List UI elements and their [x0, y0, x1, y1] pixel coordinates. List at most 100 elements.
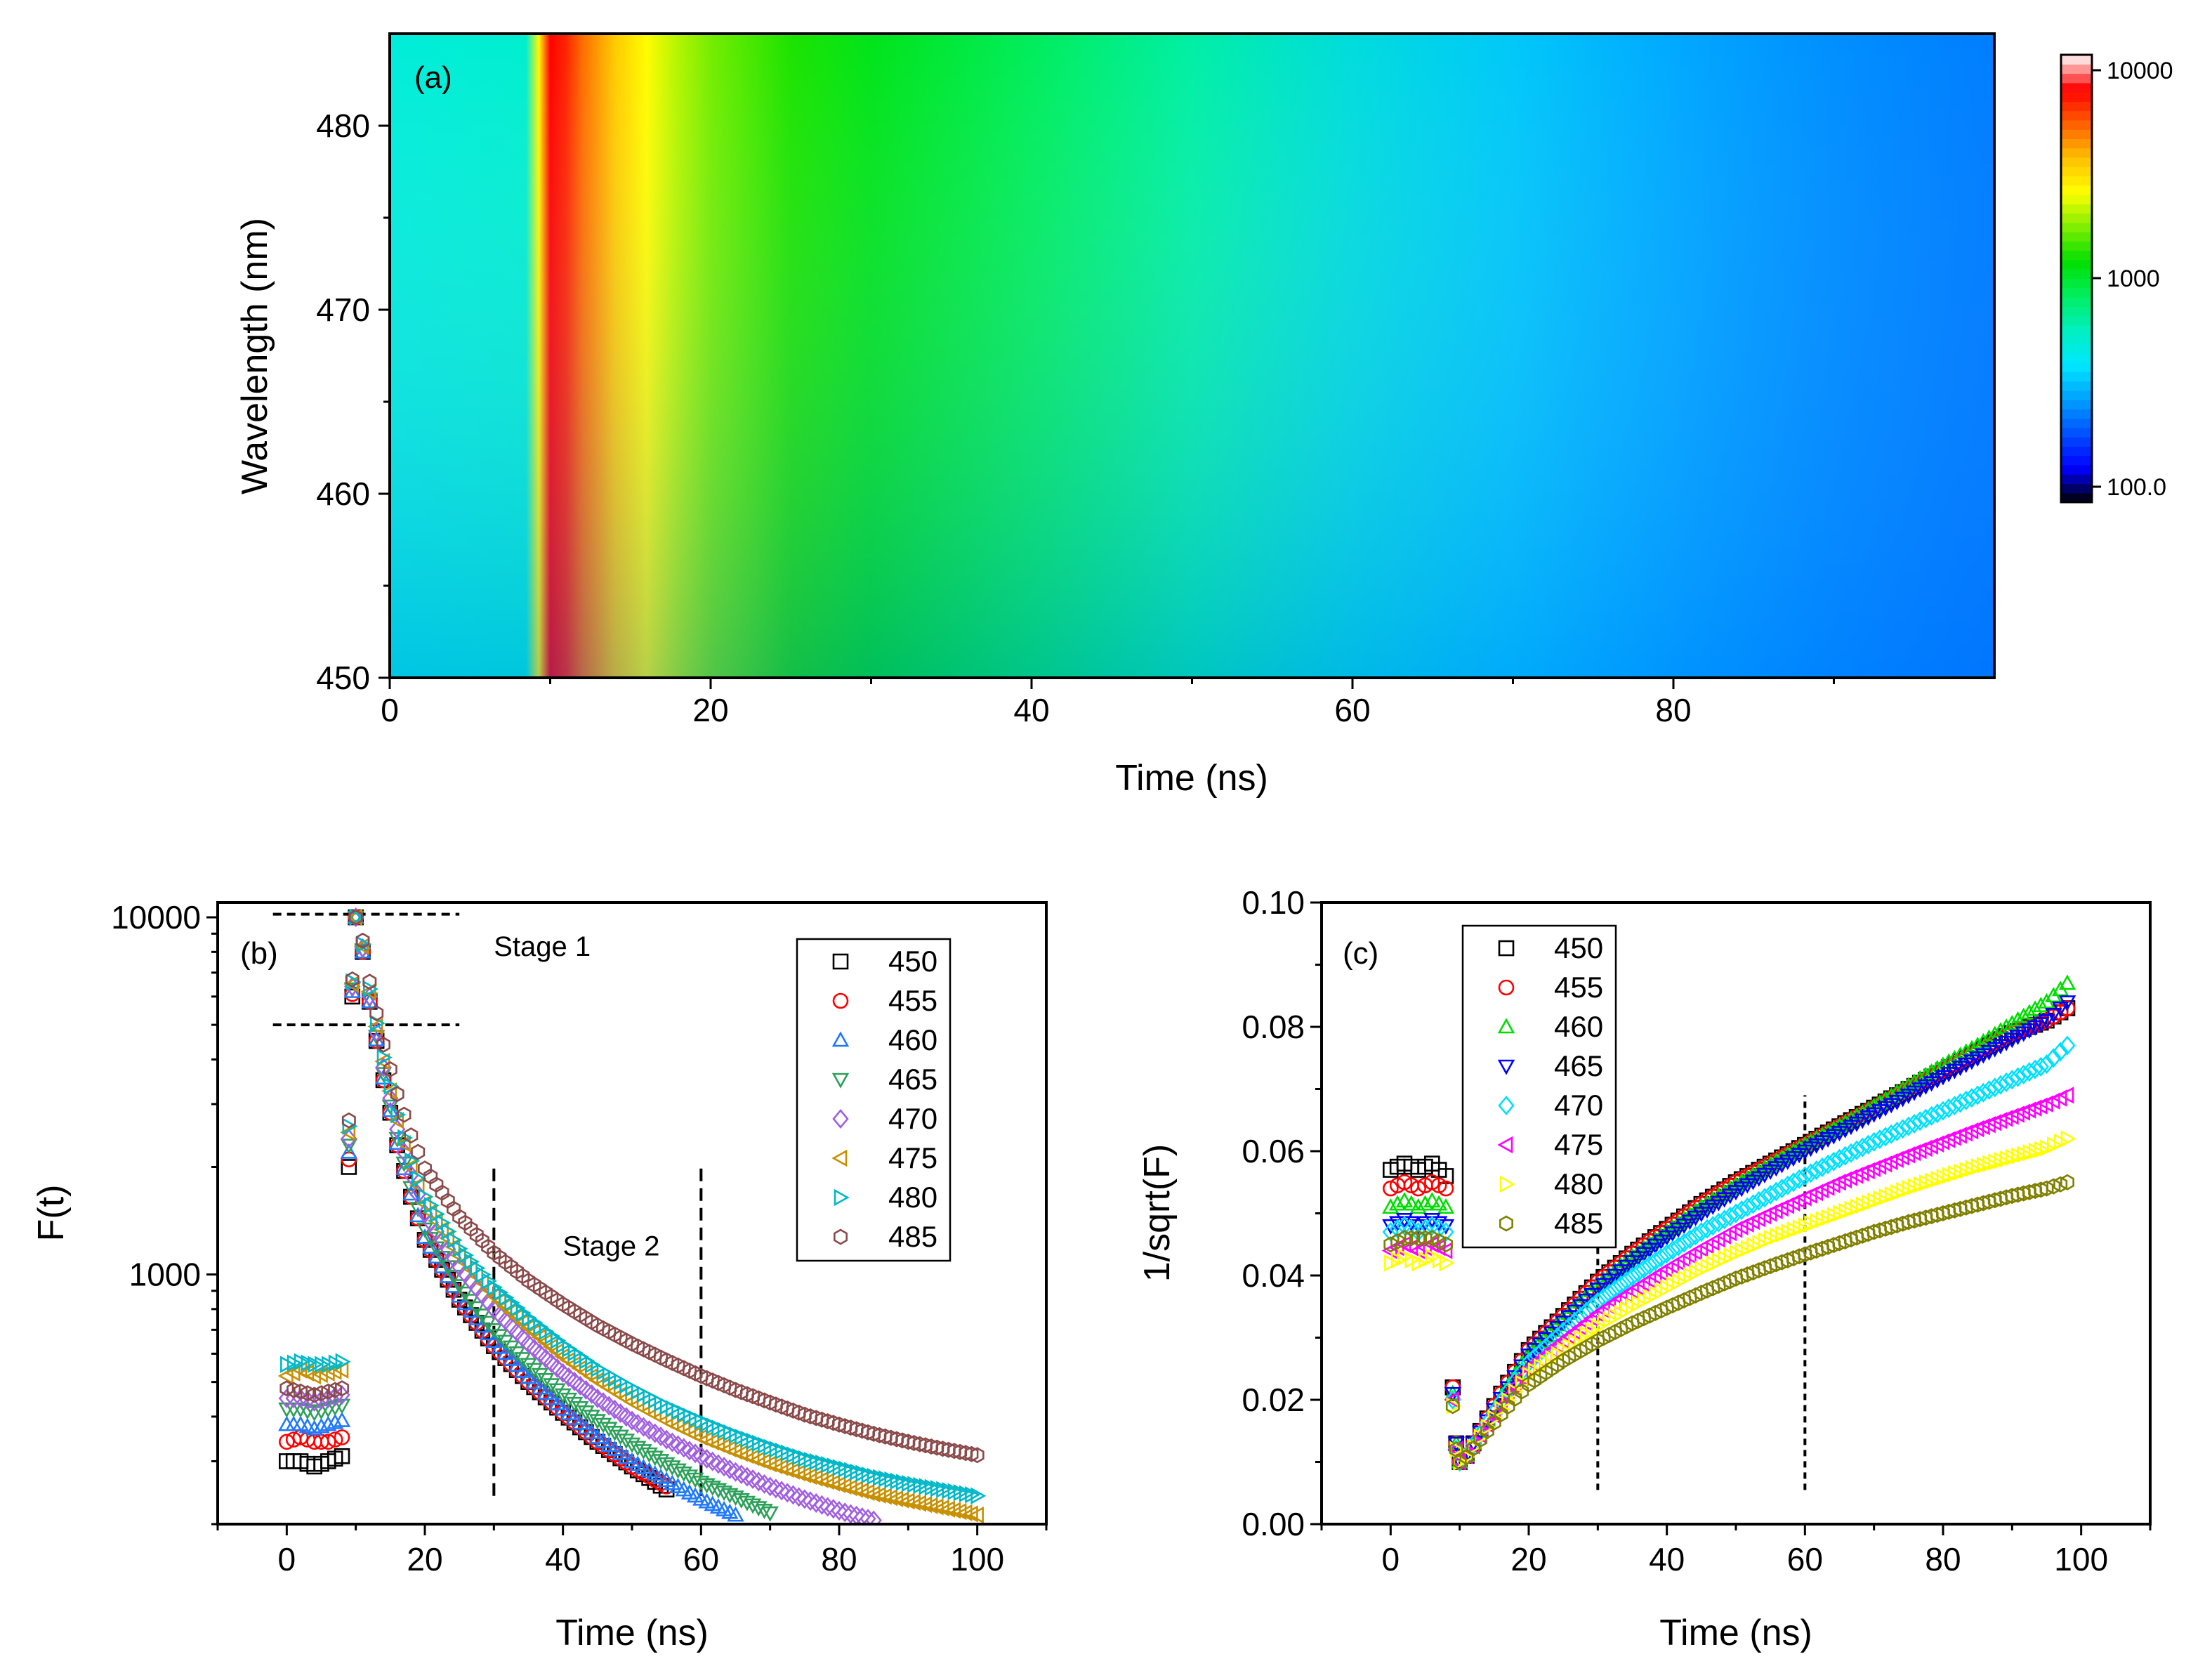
decay-panel-label: (b) — [240, 936, 278, 971]
data-point-475 — [916, 1495, 933, 1514]
data-point-465 — [732, 1493, 750, 1509]
data-point-465 — [704, 1481, 721, 1497]
data-point-460 — [531, 1379, 549, 1395]
data-point-485 — [809, 1410, 824, 1426]
data-point-470 — [854, 1507, 871, 1524]
data-point-475 — [402, 1158, 418, 1176]
colorbar-band — [2061, 157, 2092, 167]
data-point-485 — [2039, 1180, 2054, 1197]
data-point-475 — [1437, 1242, 1453, 1259]
data-point-475 — [824, 1474, 841, 1492]
sqrt-x-axis-title: Time (ns) — [1659, 1613, 1812, 1653]
data-point-470 — [1751, 1191, 1767, 1211]
data-point-470 — [1958, 1090, 1975, 1110]
data-point-470 — [2009, 1067, 2027, 1087]
colorbar-band — [2061, 176, 2092, 186]
data-point-475 — [778, 1460, 794, 1478]
data-point-470 — [2032, 1056, 2049, 1077]
data-point-470 — [1641, 1255, 1658, 1275]
data-point-465 — [531, 1367, 549, 1384]
data-point-460 — [340, 1143, 358, 1159]
legend-label-465: 465 — [1554, 1049, 1603, 1082]
colorbar-tick-label-bottom: 100.0 — [2107, 474, 2166, 501]
data-point-460 — [374, 1069, 393, 1085]
y-tick-label: 0.10 — [1242, 884, 1305, 921]
y-tick-label: 10000 — [111, 899, 201, 936]
data-point-450 — [341, 1159, 357, 1175]
colorbar-band — [2061, 64, 2092, 74]
data-point-465 — [744, 1498, 762, 1514]
colorbar-band — [2061, 250, 2092, 261]
data-point-485 — [930, 1439, 944, 1456]
data-point-465 — [1537, 1332, 1555, 1348]
data-point-465 — [548, 1383, 566, 1399]
colorbar-tick-label-top: 10000 — [2107, 58, 2173, 84]
data-point-475 — [2026, 1099, 2042, 1117]
data-point-470 — [669, 1435, 687, 1455]
data-point-465 — [543, 1378, 560, 1394]
legend-marker-455 — [832, 992, 849, 1009]
data-point-485 — [775, 1398, 789, 1415]
data-point-475 — [1968, 1120, 1984, 1138]
colorbar-tick-label-mid: 1000 — [2107, 265, 2160, 292]
data-point-470 — [1767, 1181, 1785, 1202]
colorbar-band — [2061, 390, 2092, 400]
colorbar-band — [2061, 232, 2092, 242]
y-tick-label: 0.02 — [1242, 1382, 1305, 1418]
data-point-470 — [285, 1388, 302, 1408]
colorbar-band — [2061, 418, 2092, 428]
sqrt-panel-label: (c) — [1343, 936, 1378, 971]
data-point-475 — [395, 1135, 411, 1153]
panel-b-decay-chart: 0 20 40 60 80 100 1000 10000 (b) Stage 1 Stage… — [31, 899, 1048, 1653]
data-point-485 — [376, 1036, 390, 1053]
data-point-475 — [928, 1498, 944, 1516]
data-point-465 — [525, 1363, 543, 1379]
data-point-485 — [791, 1404, 806, 1421]
data-point-470 — [1808, 1160, 1825, 1181]
data-point-475 — [1444, 1391, 1460, 1409]
data-point-475 — [796, 1466, 812, 1483]
legend-label-475: 475 — [1554, 1128, 1603, 1161]
colorbar-band — [2061, 195, 2092, 204]
data-point-470 — [1900, 1116, 1917, 1136]
data-point-460 — [1382, 1198, 1400, 1214]
data-point-485 — [728, 1382, 743, 1398]
data-point-485 — [1404, 1230, 1418, 1247]
data-point-460 — [2032, 997, 2050, 1013]
data-point-470 — [768, 1478, 784, 1499]
heatmap-y-axis-title: Wavelength (nm) — [235, 218, 275, 494]
data-point-465 — [473, 1308, 492, 1325]
x-tick-label: 100 — [2054, 1541, 2108, 1578]
data-point-470 — [1963, 1088, 1980, 1108]
data-point-470 — [1831, 1148, 1848, 1169]
data-point-470 — [860, 1509, 876, 1524]
data-point-475 — [812, 1471, 829, 1488]
data-point-470 — [1773, 1179, 1791, 1199]
data-point-460 — [445, 1277, 463, 1293]
data-point-465 — [520, 1358, 537, 1374]
data-point-460 — [428, 1247, 445, 1264]
data-point-475 — [801, 1467, 817, 1485]
data-point-460 — [409, 1207, 427, 1223]
x-tick-label: 0 — [1382, 1541, 1400, 1578]
legend-label-485: 485 — [1554, 1207, 1603, 1240]
data-point-470 — [1722, 1206, 1739, 1226]
data-point-465 — [692, 1476, 710, 1492]
data-point-485 — [362, 973, 377, 990]
data-point-475 — [374, 1052, 390, 1070]
data-point-470 — [2015, 1064, 2032, 1084]
data-point-460 — [439, 1267, 456, 1283]
data-point-475 — [305, 1367, 321, 1385]
data-point-465 — [612, 1429, 629, 1445]
data-point-475 — [784, 1462, 800, 1480]
heatmap-x-axis: 0 20 40 60 80 — [381, 678, 1835, 728]
data-point-475 — [2032, 1097, 2048, 1115]
data-point-470 — [1687, 1226, 1704, 1246]
data-point-465 — [1543, 1326, 1560, 1342]
data-point-470 — [1951, 1093, 1969, 1113]
data-point-475 — [933, 1499, 949, 1517]
y-tick-label: 0.08 — [1242, 1009, 1305, 1045]
data-point-460 — [520, 1368, 537, 1384]
data-point-470 — [1756, 1188, 1773, 1208]
data-point-475 — [1485, 1406, 1501, 1424]
